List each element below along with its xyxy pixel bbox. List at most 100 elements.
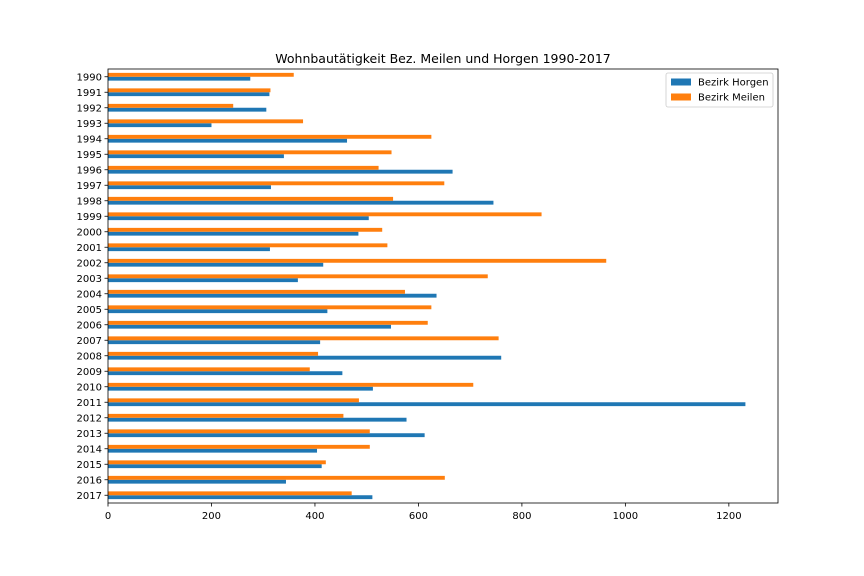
x-axis-ticks: 0 200 400 600 800 1000 1200 <box>105 503 742 522</box>
x-tick-label: 400 <box>305 511 324 522</box>
chart-title: Wohnbautätigkeit Bez. Meilen und Horgen … <box>275 51 611 66</box>
bar-bezirk-horgen-2005 <box>108 309 327 313</box>
bar-bezirk-meilen-2011 <box>108 398 359 402</box>
x-tick-label: 600 <box>409 511 428 522</box>
bar-bezirk-horgen-2004 <box>108 294 437 298</box>
bar-bezirk-meilen-1999 <box>108 212 542 216</box>
bar-bezirk-meilen-1991 <box>108 88 270 92</box>
bar-bezirk-meilen-2002 <box>108 259 606 263</box>
bar-bezirk-meilen-2015 <box>108 460 326 464</box>
y-tick-label: 1990 <box>77 72 102 83</box>
bar-bezirk-horgen-2006 <box>108 325 391 329</box>
bar-bezirk-horgen-2012 <box>108 418 407 422</box>
bar-bezirk-horgen-2002 <box>108 263 323 267</box>
bar-bezirk-meilen-2014 <box>108 445 370 449</box>
bar-bezirk-horgen-2013 <box>108 433 425 437</box>
bar-bezirk-meilen-1995 <box>108 150 392 154</box>
bar-bezirk-meilen-1998 <box>108 197 393 201</box>
bar-bezirk-horgen-2001 <box>108 247 270 251</box>
bar-bezirk-horgen-1994 <box>108 139 347 143</box>
y-axis-ticks: 1990 1991 1992 1993 1994 1995 1996 1997 1998 1999… <box>77 72 108 502</box>
y-tick-label: 1998 <box>77 196 102 207</box>
y-tick-label: 2016 <box>77 475 102 486</box>
bar-bezirk-horgen-2008 <box>108 356 501 360</box>
y-tick-label: 2012 <box>77 413 102 424</box>
bar-bezirk-horgen-2003 <box>108 278 298 282</box>
bar-bezirk-meilen-2012 <box>108 414 343 418</box>
y-tick-label: 2010 <box>77 382 102 393</box>
bar-bezirk-meilen-2016 <box>108 476 445 480</box>
bar-bezirk-horgen-1993 <box>108 123 211 127</box>
bar-bezirk-meilen-2013 <box>108 429 370 433</box>
bar-bezirk-horgen-2011 <box>108 402 745 406</box>
bar-bezirk-horgen-2015 <box>108 464 322 468</box>
y-tick-label: 1995 <box>77 150 102 161</box>
y-tick-label: 1996 <box>77 165 102 176</box>
x-tick-label: 800 <box>512 511 531 522</box>
y-tick-label: 2007 <box>77 336 102 347</box>
x-tick-label: 1200 <box>716 511 741 522</box>
bar-bezirk-meilen-1990 <box>108 73 294 77</box>
bar-bezirk-horgen-2016 <box>108 480 286 484</box>
bar-bezirk-meilen-2008 <box>108 352 318 356</box>
y-tick-label: 2014 <box>77 444 102 455</box>
bar-bezirk-horgen-2010 <box>108 387 373 391</box>
y-tick-label: 2002 <box>77 258 102 269</box>
y-tick-label: 1999 <box>77 212 102 223</box>
bar-bezirk-meilen-2007 <box>108 336 499 340</box>
bar-bezirk-horgen-1995 <box>108 154 284 158</box>
bar-bezirk-horgen-1999 <box>108 216 369 220</box>
bar-bezirk-meilen-1993 <box>108 119 303 123</box>
y-tick-label: 2003 <box>77 274 102 285</box>
bar-bezirk-meilen-2009 <box>108 367 310 371</box>
bar-bezirk-meilen-2001 <box>108 243 387 247</box>
legend-swatch <box>671 79 691 86</box>
y-tick-label: 2008 <box>77 351 102 362</box>
y-tick-label: 2017 <box>77 491 102 502</box>
bar-bezirk-meilen-1994 <box>108 135 431 139</box>
bar-bezirk-horgen-2000 <box>108 232 358 236</box>
bar-bezirk-horgen-1997 <box>108 185 271 189</box>
bar-bezirk-meilen-1992 <box>108 104 233 108</box>
y-tick-label: 1992 <box>77 103 102 114</box>
x-tick-label: 200 <box>202 511 221 522</box>
plot-frame <box>108 69 778 503</box>
bar-bezirk-meilen-2004 <box>108 290 405 294</box>
legend: Bezirk Horgen Bezirk Meilen <box>666 73 773 107</box>
y-tick-label: 1994 <box>77 134 102 145</box>
bar-bezirk-meilen-2017 <box>108 491 352 495</box>
y-tick-label: 2000 <box>77 227 102 238</box>
bar-bezirk-meilen-2005 <box>108 305 431 309</box>
bar-bezirk-horgen-2007 <box>108 340 320 344</box>
bar-bezirk-meilen-2010 <box>108 383 473 387</box>
bar-bezirk-horgen-1998 <box>108 201 493 205</box>
bar-bezirk-meilen-2006 <box>108 321 428 325</box>
bar-bezirk-meilen-1997 <box>108 181 444 185</box>
bar-bezirk-horgen-2009 <box>108 371 342 375</box>
bar-bezirk-horgen-2017 <box>108 495 372 499</box>
bar-bezirk-horgen-1992 <box>108 108 266 112</box>
bar-bezirk-horgen-2014 <box>108 449 317 453</box>
bar-bezirk-meilen-1996 <box>108 166 379 170</box>
bar-bezirk-horgen-1990 <box>108 77 250 81</box>
y-tick-label: 2013 <box>77 429 102 440</box>
bar-bezirk-horgen-1996 <box>108 170 453 174</box>
x-tick-label: 1000 <box>613 511 638 522</box>
y-tick-label: 1997 <box>77 181 102 192</box>
bar-bezirk-horgen-1991 <box>108 92 269 96</box>
legend-label: Bezirk Meilen <box>698 93 765 104</box>
bar-bezirk-meilen-2000 <box>108 228 382 232</box>
y-tick-label: 2001 <box>77 243 102 254</box>
x-tick-label: 0 <box>105 511 111 522</box>
y-tick-label: 2011 <box>77 398 102 409</box>
y-tick-label: 2005 <box>77 305 102 316</box>
y-tick-label: 2009 <box>77 367 102 378</box>
bars-group <box>108 73 745 499</box>
y-tick-label: 2006 <box>77 320 102 331</box>
y-tick-label: 2004 <box>77 289 102 300</box>
y-tick-label: 2015 <box>77 460 102 471</box>
y-tick-label: 1991 <box>77 88 102 99</box>
y-tick-label: 1993 <box>77 119 102 130</box>
legend-swatch <box>671 94 691 101</box>
